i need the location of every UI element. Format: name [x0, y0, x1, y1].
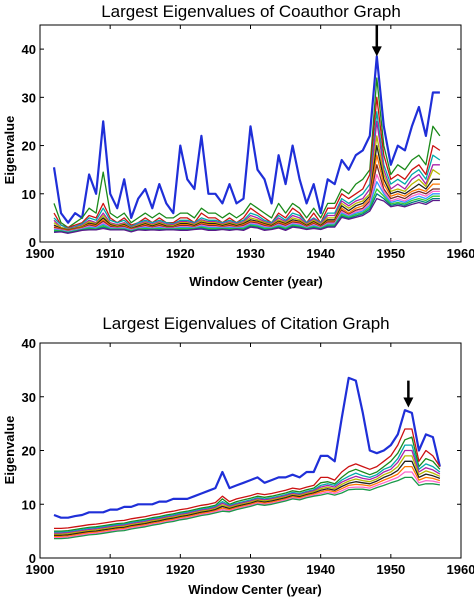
- y-tick-label: 20: [22, 444, 36, 459]
- x-tick-label: 1950: [376, 246, 405, 261]
- series-line-1: [53, 376, 441, 519]
- citation-chart-title: Largest Eigenvalues of Citation Graph: [102, 314, 389, 333]
- annotation-arrow-head: [371, 46, 382, 57]
- y-tick-label: 20: [22, 139, 36, 154]
- x-tick-label: 1910: [96, 562, 125, 577]
- series-line-8: [54, 465, 441, 538]
- y-tick-label: 10: [22, 497, 36, 512]
- x-tick-label: 1960: [447, 246, 474, 261]
- x-tick-label: 1900: [26, 246, 55, 261]
- coauthor-plot-area: 1900 1910 1920 1930 1940 1950 1960 0 10 20 30 40: [22, 24, 474, 261]
- series-group: [52, 55, 441, 234]
- x-tick-label: 1960: [447, 562, 474, 577]
- x-tick-label: 1940: [306, 246, 335, 261]
- x-tick-label: 1910: [96, 246, 125, 261]
- series-line-3: [54, 436, 441, 532]
- x-tick-label: 1900: [26, 562, 55, 577]
- citation-plot-area: 1900 1910 1920 1930 1940 1950 1960 0 10 20 30 40: [22, 336, 474, 577]
- y-tick-label: 0: [29, 551, 36, 566]
- series-group: [53, 376, 441, 540]
- series-line-14: [53, 197, 440, 234]
- coauthor-x-axis-label: Window Center (year): [189, 274, 323, 289]
- x-tick-label: 1930: [236, 562, 265, 577]
- y-tick-label: 40: [22, 336, 36, 351]
- series-line-4: [53, 111, 441, 230]
- y-tick-label: 0: [29, 235, 36, 250]
- series-line-2: [53, 77, 441, 229]
- coauthor-y-axis-label: Eigenvalue: [2, 116, 17, 185]
- y-tick-label: 30: [22, 390, 36, 405]
- series-line-10: [54, 476, 441, 540]
- coauthor-chart: Largest Eigenvalues of Coauthor Graph 19…: [2, 2, 474, 289]
- x-tick-label: 1950: [376, 562, 405, 577]
- citation-y-axis-label: Eigenvalue: [2, 416, 17, 485]
- series-line-4: [54, 444, 441, 533]
- series-line-5: [53, 120, 440, 230]
- series-line-9: [54, 471, 441, 539]
- y-tick-label: 30: [22, 90, 36, 105]
- x-tick-label: 1920: [166, 246, 195, 261]
- y-tick-label: 10: [22, 187, 36, 202]
- x-tick-label: 1940: [306, 562, 335, 577]
- series-line-5: [54, 449, 441, 534]
- series-line-6: [53, 135, 441, 231]
- series-line-1: [52, 55, 440, 224]
- annotation-arrow-head: [403, 397, 414, 408]
- x-tick-label: 1930: [236, 246, 265, 261]
- citation-chart: Largest Eigenvalues of Citation Graph 19…: [2, 314, 474, 597]
- coauthor-chart-title: Largest Eigenvalues of Coauthor Graph: [101, 2, 401, 21]
- y-tick-label: 40: [22, 42, 36, 57]
- citation-x-axis-label: Window Center (year): [188, 582, 322, 597]
- series-line-6: [54, 455, 441, 536]
- x-tick-label: 1920: [166, 562, 195, 577]
- series-line-2: [54, 428, 441, 530]
- series-line-7: [54, 460, 441, 537]
